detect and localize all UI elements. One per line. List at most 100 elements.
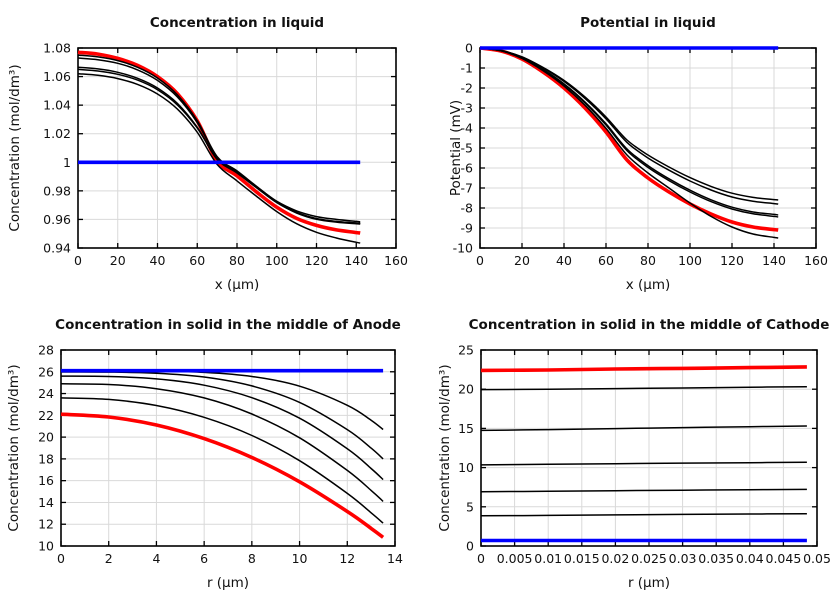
series-black-3 [60,375,384,481]
x-tick-label: 80 [229,253,245,268]
chart-concentration-solid-cathode: Concentration in solid in the middle of … [420,300,840,600]
x-tick-label: 40 [556,253,572,268]
y-tick-label: 10 [458,460,474,475]
x-tick-label: 140 [762,253,786,268]
x-tick-label: 4 [152,551,160,566]
x-axis-label: r (μm) [206,575,250,591]
x-tick-label: 60 [189,253,205,268]
series-red-final [77,50,361,235]
chart-potential-in-liquid: Potential in liquid 0 20 40 60 80 100 120 140 16… [420,0,840,300]
y-tick-label: -7 [461,181,473,196]
x-tick-label: 60 [598,253,614,268]
x-tick-label: 0.035 [698,551,734,566]
x-tick-label: 0.005 [497,551,533,566]
series-black-5 [479,47,779,239]
plot-area: 0 20 40 60 80 100 120 140 160 0.94 0.96 0.98 1 1.02 1.… [43,41,408,269]
chart-concentration-solid-anode: Concentration in solid in the middle of … [0,300,420,600]
series-black-3 [479,47,779,216]
y-tick-label: 18 [38,451,54,466]
series-black-4 [77,68,361,223]
series-black-4 [480,488,807,493]
series-black-3 [77,66,361,225]
y-tick-label: 0.96 [43,212,71,227]
series-red-final [480,365,807,373]
y-tick-label: 0 [466,539,474,554]
chart-title: Concentration in liquid [149,15,325,31]
x-axis-label: x (μm) [214,277,260,293]
series-black-5 [77,72,361,244]
x-tick-label: 10 [292,551,308,566]
plot-area: 0 0.005 0.01 0.015 0.02 0.025 0.03 0.035 0.04 0.0… [458,343,831,567]
x-tick-label: 0.05 [803,551,831,566]
y-tick-label: -1 [461,61,473,76]
y-tick-label: 0.98 [43,183,71,198]
series-black-5 [60,397,384,524]
x-tick-label: 20 [514,253,530,268]
y-tick-label: 24 [38,386,54,401]
x-tick-label: 100 [678,253,702,268]
x-tick-label: 160 [804,253,828,268]
plot-border [60,349,396,547]
y-tick-label: -9 [461,221,474,236]
y-tick-label: -2 [461,81,473,96]
y-axis-label: Concentration (mol/dm³) [6,364,22,532]
x-tick-label: 160 [384,253,408,268]
y-tick-label: 1.06 [43,69,71,84]
x-axis-label: x (μm) [625,277,671,293]
x-tick-label: 0.015 [564,551,600,566]
x-tick-label: 12 [339,551,355,566]
y-axis-label: Concentration (mol/dm³) [7,64,23,232]
x-tick-label: 80 [640,253,656,268]
chart-concentration-in-liquid: Concentration in liquid 0 20 40 60 80 100 120 1… [0,0,420,300]
y-tick-label: -6 [461,161,474,176]
x-tick-label: 0.04 [736,551,764,566]
x-tick-label: 2 [105,551,113,566]
series-black-1 [479,47,779,201]
y-tick-label: 0.94 [43,241,71,256]
x-tick-label: 0.01 [534,551,562,566]
series-black-2 [77,57,361,225]
y-tick-label: 1.02 [43,126,71,141]
y-tick-label: 1.08 [43,41,71,56]
series-black-5 [480,512,807,517]
x-tick-label: 140 [344,253,368,268]
y-tick-label: 25 [458,343,474,358]
y-tick-label: 14 [38,495,54,510]
x-tick-label: 0 [477,551,485,566]
y-tick-label: 0 [465,41,473,56]
series-red-final [60,412,385,539]
y-tick-label: -10 [453,241,473,256]
y-tick-label: -3 [461,101,473,116]
x-tick-label: 6 [200,551,208,566]
x-tick-label: 0.03 [669,551,697,566]
y-tick-label: 16 [38,473,54,488]
x-tick-label: 14 [387,551,403,566]
y-axis-label: Concentration (mol/dm³) [437,364,453,532]
series-black-2 [480,425,807,432]
series-black-4 [60,383,384,502]
series-black-4 [479,47,779,218]
x-tick-label: 0 [57,551,65,566]
y-tick-label: -5 [461,141,473,156]
y-tick-label: 5 [466,499,474,514]
series-black-3 [480,461,807,466]
y-tick-label: 1.04 [43,98,71,113]
y-tick-label: -8 [461,201,474,216]
y-tick-label: 28 [38,343,54,358]
x-tick-label: 8 [248,551,256,566]
x-tick-label: 0.025 [631,551,667,566]
y-axis-label: Potential (mV) [448,99,464,197]
y-tick-label: 20 [458,382,474,397]
plot-area: 0 20 40 60 80 100 120 140 160-10-9-8-7-6-5-4-3-2… [453,41,828,269]
y-tick-label: 12 [38,517,54,532]
y-tick-label: 1 [63,155,71,170]
chart-title: Potential in liquid [580,15,716,31]
chart-title: Concentration in solid in the middle of … [55,317,401,333]
x-axis-label: r (μm) [627,575,671,591]
y-tick-label: 26 [38,364,54,379]
x-tick-label: 20 [110,253,126,268]
y-tick-label: 20 [38,430,54,445]
series-black-1 [77,54,361,225]
